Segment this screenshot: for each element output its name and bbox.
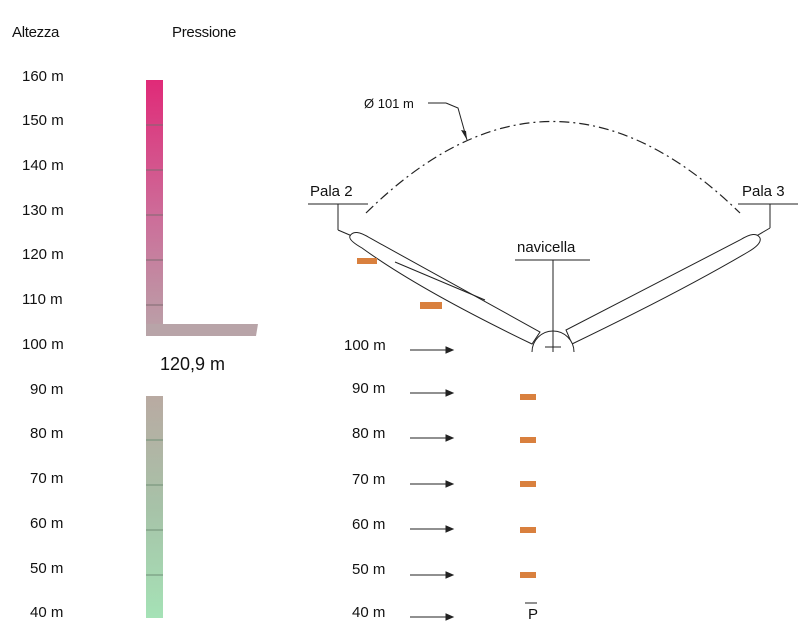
wind-label-90: 90 m xyxy=(352,380,386,397)
wind-label-80: 80 m xyxy=(352,425,386,442)
wind-label-40: 40 m xyxy=(352,604,386,621)
pressure-band-upper xyxy=(146,80,258,336)
wind-label-60: 60 m xyxy=(352,516,386,533)
altitude-label-70: 70 m xyxy=(30,470,64,487)
altitude-label-100: 100 m xyxy=(22,336,64,353)
turbine-blades xyxy=(349,232,761,345)
nacelle-label: navicella xyxy=(517,239,576,256)
altitude-label-80: 80 m xyxy=(30,425,64,442)
blade-2-callout: Pala 2 xyxy=(308,183,368,237)
altitude-label-50: 50 m xyxy=(30,560,64,577)
hub-height-label: 120,9 m xyxy=(160,354,226,374)
altitude-label-140: 140 m xyxy=(22,157,64,174)
rotor-sweep-arc xyxy=(365,120,741,214)
altitude-header: Altezza xyxy=(12,24,60,41)
wind-label-70: 70 m xyxy=(352,471,386,488)
tower-label-partial: P xyxy=(528,606,539,623)
wind-label-100: 100 m xyxy=(344,337,386,354)
altitude-label-60: 60 m xyxy=(30,515,64,532)
nacelle-callout: navicella xyxy=(515,239,590,333)
diameter-callout: Ø 101 m xyxy=(364,96,468,141)
altitude-label-40: 40 m xyxy=(30,604,64,621)
wind-label-50: 50 m xyxy=(352,561,386,578)
altitude-label-130: 130 m xyxy=(22,202,64,219)
altitude-label-160: 160 m xyxy=(22,68,64,85)
turbine-hub xyxy=(531,330,575,353)
altitude-label-120: 120 m xyxy=(22,246,64,263)
pressure-header: Pressione xyxy=(172,24,237,41)
orange-value-tags xyxy=(357,258,536,578)
wind-arrows xyxy=(410,346,455,621)
diameter-label: Ø 101 m xyxy=(364,96,414,111)
altitude-label-150: 150 m xyxy=(22,112,64,129)
pressure-band-lower xyxy=(146,396,163,618)
blade-3-label: Pala 3 xyxy=(742,183,785,200)
altitude-label-110: 110 m xyxy=(22,291,63,308)
blade-2-label: Pala 2 xyxy=(310,183,353,200)
altitude-label-90: 90 m xyxy=(30,381,64,398)
blade-3-callout: Pala 3 xyxy=(738,183,798,239)
